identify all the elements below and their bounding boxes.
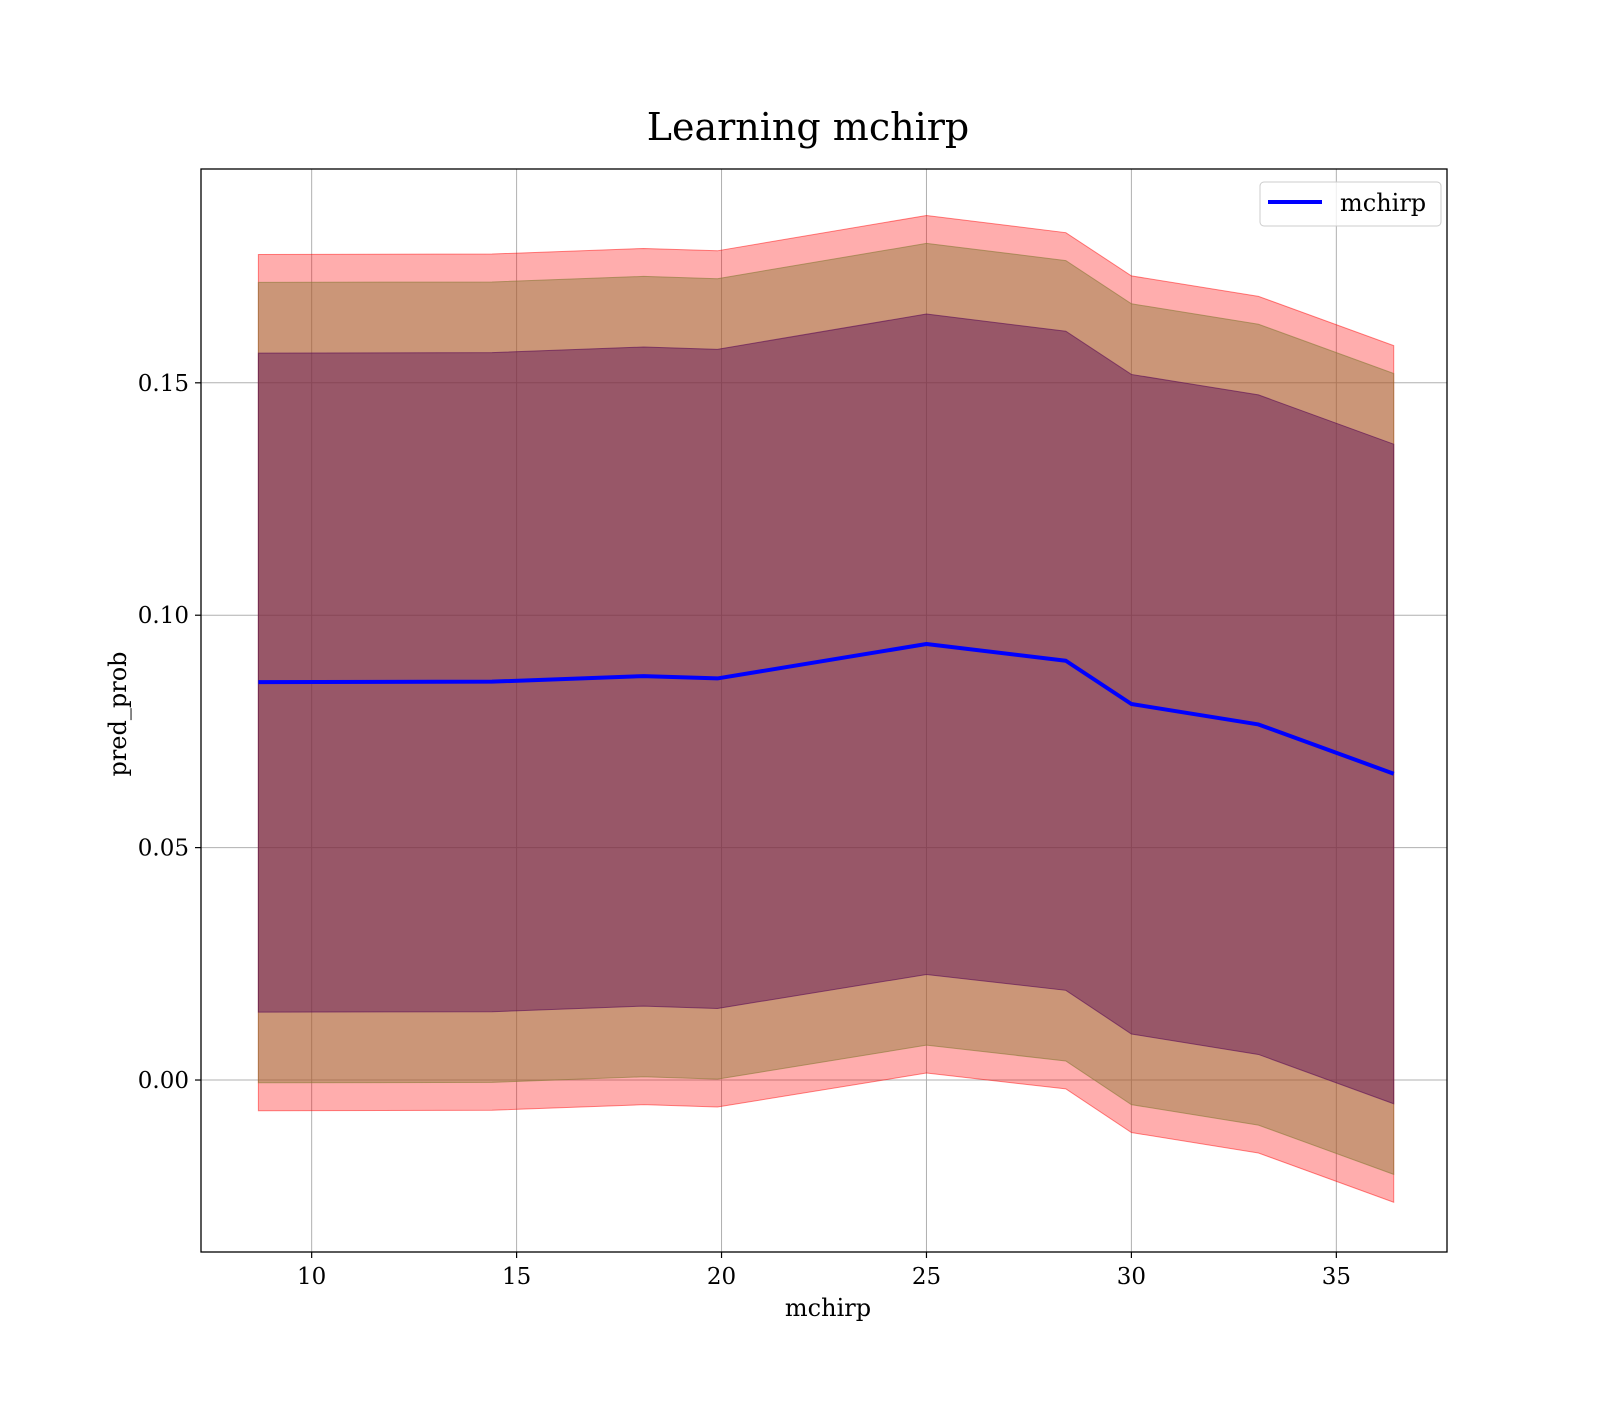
x-tick-label: 25 <box>912 1264 941 1290</box>
y-tick-label: 0.15 <box>138 371 189 397</box>
x-tick-label: 15 <box>502 1264 531 1290</box>
band-inner <box>257 313 1395 1105</box>
x-axis-label: mchirp <box>785 1294 871 1322</box>
grid-layer <box>201 169 1447 1252</box>
y-axis-label: pred_prob <box>104 651 132 776</box>
line-layer <box>258 642 1395 776</box>
y-tick-label: 0.00 <box>138 1068 189 1094</box>
y-tick-label: 0.10 <box>138 603 189 629</box>
axes-layer <box>200 168 1448 1253</box>
legend: mchirp <box>1259 181 1442 227</box>
legend-label: mchirp <box>1340 189 1426 217</box>
series-line-mchirp <box>258 642 1395 776</box>
x-tick-label: 10 <box>297 1264 326 1290</box>
x-tick-label: 35 <box>1322 1264 1351 1290</box>
band-outer <box>257 214 1395 1203</box>
x-tick-label: 30 <box>1117 1264 1146 1290</box>
legend-box <box>1259 181 1442 227</box>
band-layer <box>257 214 1395 1203</box>
band-middle <box>257 242 1395 1176</box>
tick-layer: 10 15 20 25 30 35 0.00 0.05 0.10 0.15 <box>138 371 1351 1290</box>
plot-frame <box>200 168 1448 1253</box>
x-tick-label: 20 <box>707 1264 736 1290</box>
chart-title: Learning mchirp <box>647 105 969 149</box>
y-tick-label: 0.05 <box>138 836 189 862</box>
